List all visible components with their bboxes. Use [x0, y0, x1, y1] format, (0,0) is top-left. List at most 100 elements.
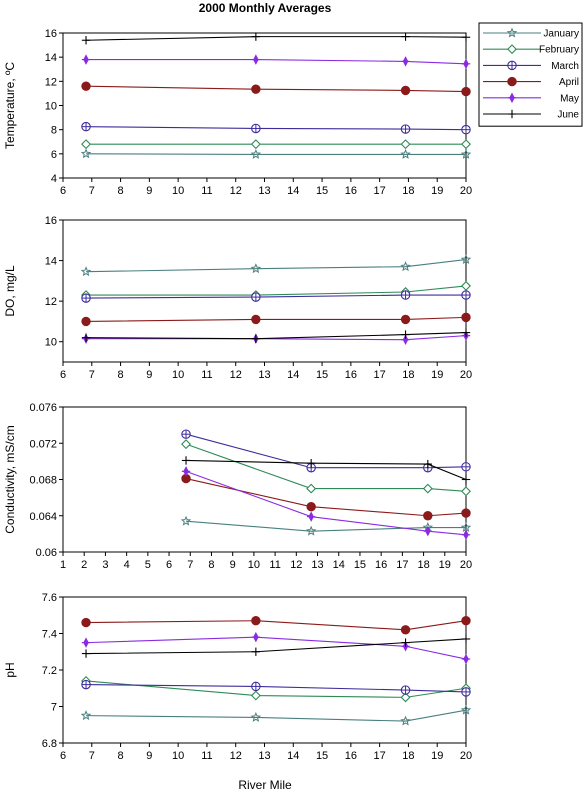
data-point — [461, 58, 471, 70]
x-tick-label: 14 — [333, 559, 345, 571]
data-point — [423, 511, 433, 521]
data-point — [251, 54, 261, 65]
legend-entry-april: April — [483, 76, 579, 88]
x-tick-label: 8 — [118, 750, 124, 762]
series-march — [81, 679, 471, 697]
x-tick-label: 20 — [460, 750, 472, 762]
data-point — [250, 711, 262, 722]
data-point — [461, 33, 471, 42]
panel-4: 6 7 8 9 10 11 12 13 14 15 16 17 18 19 20 6.8 7 7.2 7.4 7.6 p… — [3, 592, 472, 762]
series-line — [185, 478, 467, 517]
data-point — [400, 625, 411, 635]
data-point — [80, 148, 92, 159]
series-line — [86, 85, 467, 93]
legend-marker — [507, 44, 517, 55]
series-may — [81, 631, 471, 665]
legend-marker — [507, 109, 517, 119]
x-tick-label: 15 — [316, 185, 328, 197]
legend-entry-february: February — [483, 44, 579, 56]
y-tick-label: 0.06 — [36, 547, 57, 559]
data-point — [461, 634, 471, 644]
data-point — [251, 647, 261, 656]
y-tick-label: 12 — [45, 76, 57, 88]
y-tick-label: 7.6 — [42, 592, 57, 604]
x-tick-label: 17 — [374, 369, 386, 381]
data-point — [400, 261, 411, 272]
y-axis-label: pH — [3, 662, 17, 677]
series-january — [80, 148, 472, 159]
data-point — [400, 685, 411, 695]
data-point — [461, 475, 471, 484]
data-point — [81, 649, 91, 658]
data-point — [81, 293, 91, 303]
series-line — [185, 470, 467, 536]
data-point — [401, 638, 410, 647]
legend-entry-june: June — [483, 110, 579, 121]
data-point — [461, 616, 471, 626]
x-tick-label: 19 — [431, 369, 443, 381]
series-april — [181, 473, 471, 521]
data-point — [461, 486, 471, 497]
x-tick-label: 12 — [290, 559, 302, 571]
data-point — [251, 123, 261, 134]
y-tick-label: 6 — [51, 149, 57, 161]
data-point — [461, 312, 471, 323]
x-tick-label: 14 — [287, 185, 299, 197]
data-point — [460, 148, 472, 159]
data-point — [250, 148, 262, 159]
y-tick-label: 0.076 — [29, 402, 57, 414]
x-tick-label: 18 — [417, 559, 429, 571]
series-june — [81, 634, 471, 658]
y-axis-label: Temperature, ºC — [3, 62, 17, 149]
data-point — [251, 681, 261, 692]
x-tick-label: 6 — [60, 750, 66, 762]
series-line — [86, 620, 467, 631]
data-point — [181, 466, 191, 477]
data-point — [400, 148, 411, 159]
x-tick-label: 16 — [345, 369, 357, 381]
legend-marker — [506, 27, 518, 38]
y-axis-label: Conductivity, mS/cm — [3, 425, 17, 533]
data-point — [461, 290, 471, 300]
y-tick-label: 0.064 — [29, 511, 57, 523]
series-line — [86, 316, 467, 322]
plot-area — [62, 406, 467, 553]
series-april — [81, 616, 471, 635]
panel-2: 6 7 8 9 10 11 12 13 14 15 16 17 18 19 20 10 12 14 16 DO, mg… — [3, 215, 472, 381]
data-point — [180, 515, 192, 526]
y-tick-label: 16 — [45, 215, 57, 227]
data-point — [461, 687, 471, 697]
y-tick-label: 7.2 — [42, 665, 57, 677]
data-point — [251, 616, 261, 626]
x-tick-label: 13 — [311, 559, 323, 571]
data-point — [400, 314, 411, 325]
series-line — [86, 126, 467, 131]
data-point — [80, 266, 92, 277]
data-point — [460, 254, 472, 265]
x-tick-label: 13 — [258, 750, 270, 762]
x-tick-label: 19 — [439, 559, 451, 571]
data-point — [400, 124, 411, 134]
x-tick-label: 10 — [172, 185, 184, 197]
panel-3: 1 2 3 4 5 6 7 8 9 10 11 12 13 14 15 16 17 18 19 200.060.064… — [3, 402, 472, 571]
y-tick-label: 6.8 — [42, 738, 57, 750]
legend-label: April — [559, 77, 579, 88]
chart-panels: 6 7 8 9 10 11 12 13 14 15 16 17 18 19 2046810121416Tem… — [3, 28, 472, 762]
series-line — [86, 638, 467, 655]
data-point — [423, 525, 433, 537]
series-january — [80, 704, 472, 726]
data-point — [401, 56, 410, 67]
x-tick-label: 16 — [375, 559, 387, 571]
series-march — [81, 121, 471, 135]
data-point — [81, 617, 91, 628]
data-point — [461, 86, 471, 97]
legend-label: February — [539, 45, 579, 56]
x-tick-label: 12 — [230, 185, 242, 197]
series-april — [81, 312, 471, 327]
x-tick-label: 14 — [287, 369, 299, 381]
x-tick-label: 9 — [146, 185, 152, 197]
data-point — [81, 679, 91, 690]
x-tick-label: 6 — [60, 185, 66, 197]
series-may — [181, 466, 471, 541]
x-tick-label: 4 — [124, 559, 130, 571]
